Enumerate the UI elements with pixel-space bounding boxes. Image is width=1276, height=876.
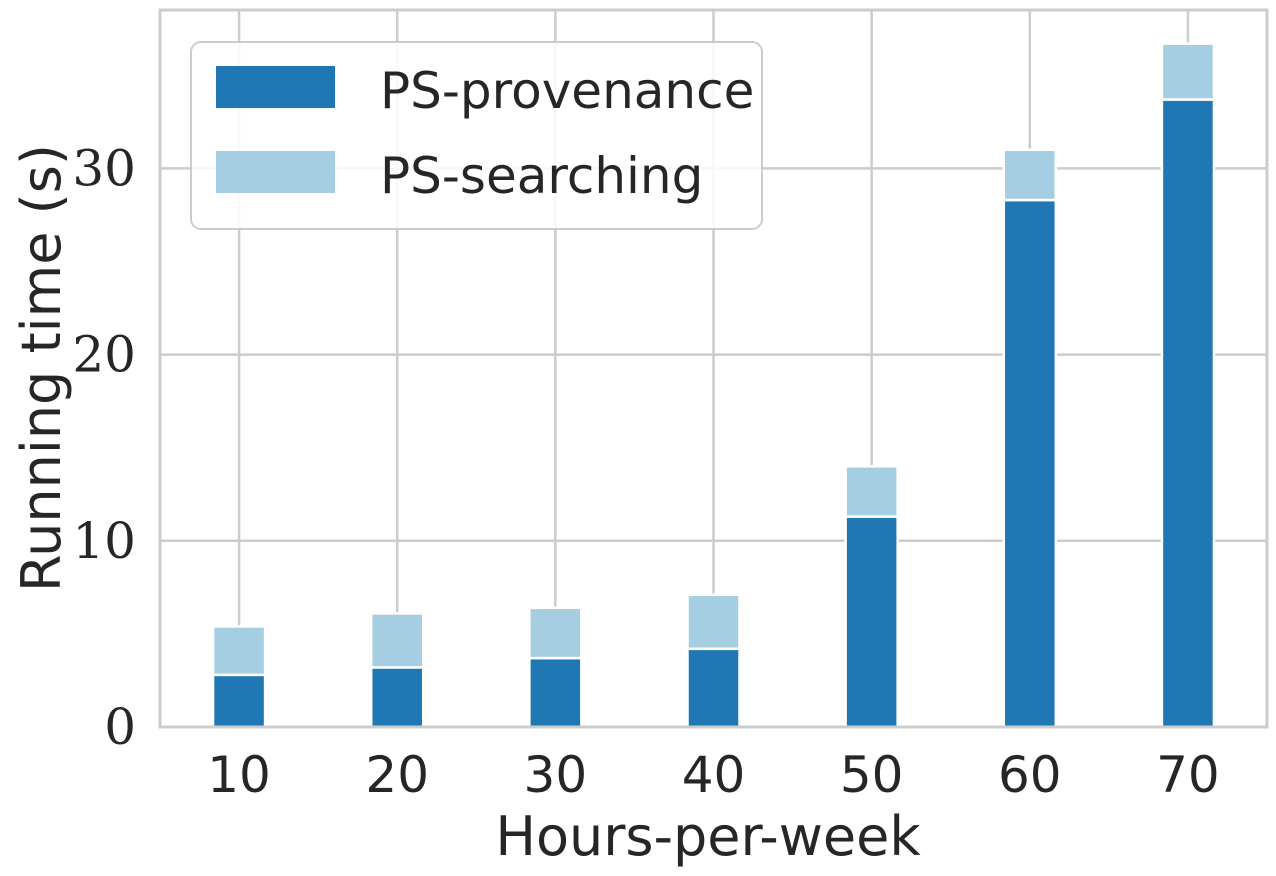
legend-label-ps-searching: PS-searching	[380, 147, 703, 205]
bar-ps-provenance-60	[1002, 198, 1058, 729]
x-tick-label: 10	[207, 746, 271, 804]
x-tick-labels: 10 20 30 40 50 60 70	[207, 746, 1219, 804]
bar-ps-provenance-20	[369, 666, 425, 729]
x-axis-label: Hours-per-week	[495, 805, 921, 868]
x-tick-label: 40	[682, 746, 746, 804]
bars	[211, 42, 1216, 729]
y-tick-label: 0	[104, 698, 136, 756]
x-tick-label: 70	[1156, 746, 1220, 804]
y-tick-labels: 0 10 20 30	[72, 139, 136, 756]
plot-frame	[158, 8, 1269, 729]
legend: PS-provenance PS-searching	[190, 41, 763, 230]
legend-swatch-ps-searching	[216, 151, 335, 193]
x-tick-label: 20	[365, 746, 429, 804]
bar-ps-searching-10	[211, 625, 267, 677]
bar-ps-provenance-10	[211, 673, 267, 729]
legend-label-ps-provenance: PS-provenance	[380, 62, 754, 120]
x-tick-label: 60	[998, 746, 1062, 804]
x-tick-label: 50	[840, 746, 904, 804]
bar-ps-searching-50	[844, 465, 899, 518]
bar-ps-searching-70	[1160, 42, 1216, 101]
x-tick-label: 30	[524, 746, 588, 804]
bar-ps-searching-20	[369, 612, 425, 669]
bar-ps-provenance-70	[1160, 98, 1216, 729]
y-tick-label: 30	[72, 139, 136, 197]
bar-ps-provenance-30	[528, 656, 583, 729]
y-tick-label: 20	[72, 326, 136, 384]
bar-ps-searching-40	[686, 593, 741, 651]
y-tick-label: 10	[72, 512, 136, 570]
y-axis-label: Running time (s)	[10, 144, 73, 592]
legend-swatch-ps-provenance	[216, 66, 335, 108]
bar-ps-searching-30	[528, 606, 583, 660]
bar-ps-provenance-50	[844, 515, 899, 729]
bar-ps-searching-60	[1002, 148, 1058, 202]
bar-ps-provenance-40	[686, 647, 741, 729]
